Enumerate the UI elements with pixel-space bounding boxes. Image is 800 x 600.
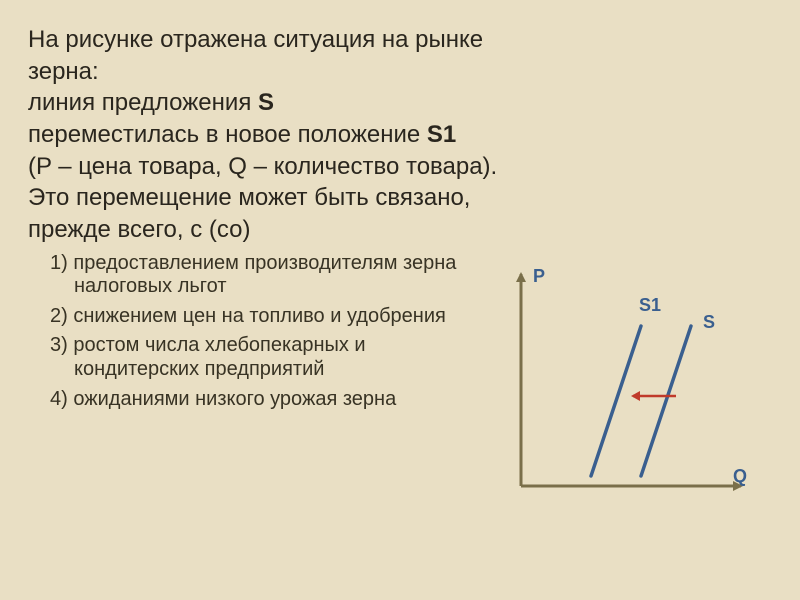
q-line5: (P – цена товара, Q – количество товара)… [28,153,497,180]
option-4: 4) ожиданиями низкого урожая зерна [50,388,470,412]
option-2-num: 2) [50,305,68,327]
svg-text:S: S [703,312,715,332]
q-line4-s1: S1 [427,121,456,148]
svg-text:S1: S1 [639,295,661,315]
slide-root: На рисунке отражена ситуация на рынке зе… [0,0,800,600]
option-3-text: ростом числа хлебопекарных и кондитерски… [73,334,365,380]
option-4-num: 4) [50,388,68,410]
option-1-text: предоставлением производителям зерна нал… [73,252,456,298]
q-line1: На рисунке отражена ситуация на рынке [28,26,483,53]
option-1: 1) предоставлением производителям зерна … [50,252,470,299]
lower-row: 1) предоставлением производителям зерна … [28,252,772,516]
svg-text:Q: Q [733,466,747,486]
option-3-num: 3) [50,334,68,356]
q-line3-pre: линия предложения [28,89,258,116]
supply-shift-chart: P S1 S Q [491,256,751,516]
svg-text:P: P [533,266,545,286]
question-block: На рисунке отражена ситуация на рынке зе… [28,24,772,246]
q-line3-s: S [258,89,274,116]
chart-wrap: P S1 S Q [470,252,772,516]
answer-options: 1) предоставлением производителям зерна … [28,252,470,418]
option-2: 2) снижением цен на топливо и удобрения [50,305,470,329]
q-line4-pre: переместилась в новое положение [28,121,427,148]
option-1-num: 1) [50,252,68,274]
q-line6: Это перемещение может быть связано, [28,184,470,211]
q-line7: прежде всего, с (со) [28,216,251,243]
option-3: 3) ростом числа хлебопекарных и кондитер… [50,334,470,381]
q-line2: зерна: [28,58,99,85]
option-2-text: снижением цен на топливо и удобрения [73,305,445,327]
option-4-text: ожиданиями низкого урожая зерна [73,388,396,410]
